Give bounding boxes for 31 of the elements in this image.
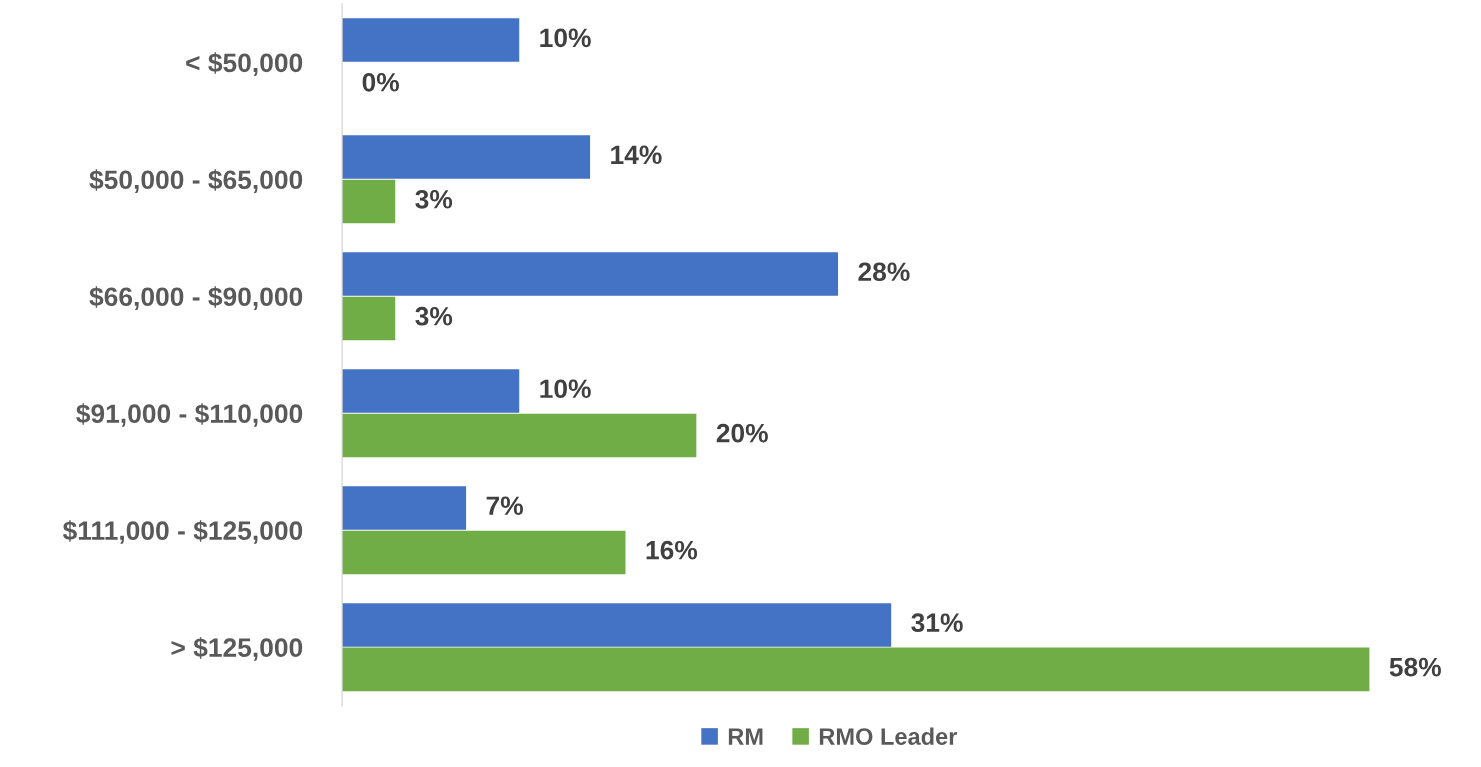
data-label: 14% [611, 145, 662, 165]
data-label: 58% [1389, 657, 1441, 677]
legend-label: RMO Leader [819, 727, 958, 745]
data-label: 3% [415, 306, 453, 326]
bar [342, 135, 591, 179]
y-tick-label: $111,000 - $125,000 [62, 520, 303, 544]
bar [342, 413, 697, 458]
bar [342, 369, 520, 413]
bar [342, 486, 467, 530]
data-label: 0% [362, 72, 399, 92]
bar [342, 18, 520, 62]
data-label: 20% [716, 423, 768, 443]
bar [342, 603, 892, 647]
bar [342, 179, 396, 224]
y-tick-label: $50,000 - $65,000 [89, 169, 303, 193]
bar [342, 530, 626, 575]
legend-label: RM [728, 728, 763, 745]
data-label: 31% [911, 613, 963, 633]
data-label: 3% [415, 189, 453, 209]
data-label: 7% [486, 496, 523, 515]
y-tick-label: $91,000 - $110,000 [76, 403, 303, 427]
data-label: 16% [646, 540, 698, 560]
y-tick-label: < $50,000 [186, 52, 303, 76]
data-label: 10% [540, 28, 591, 48]
data-label: 10% [540, 379, 591, 399]
y-tick-label: > $125,000 [171, 637, 303, 661]
data-label: 28% [858, 262, 910, 282]
bar [342, 296, 396, 341]
bar [342, 252, 839, 296]
y-tick-label: $66,000 - $90,000 [89, 286, 303, 310]
bar [342, 647, 1370, 692]
